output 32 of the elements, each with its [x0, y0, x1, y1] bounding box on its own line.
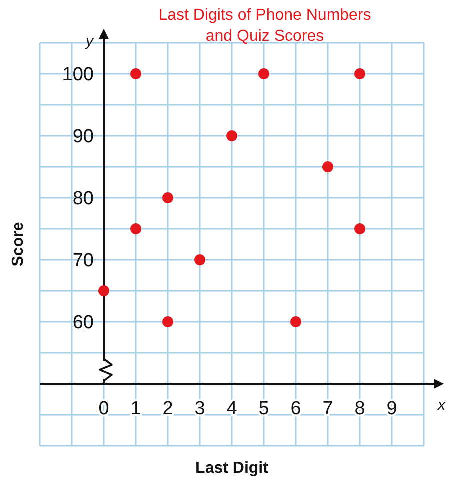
x-tick-label: 3	[194, 398, 206, 420]
chart-title: Last Digits of Phone Numbers and Quiz Scores	[158, 7, 372, 45]
x-tick-label: 6	[290, 398, 302, 420]
x-tick-label: 5	[258, 398, 270, 420]
y-tick-label: 100	[62, 64, 94, 86]
y-tick-label: 70	[72, 250, 94, 272]
point	[162, 192, 174, 204]
point	[354, 224, 366, 234]
point	[194, 254, 206, 266]
y-axis-title: Score	[10, 222, 27, 267]
y-tick-label: 80	[72, 188, 94, 210]
point	[162, 316, 174, 328]
x-tick-label: 9	[386, 398, 398, 420]
x-tick-label: 4	[226, 398, 238, 420]
text: x	[437, 397, 446, 414]
point	[226, 130, 238, 142]
point	[322, 162, 334, 172]
point	[98, 286, 110, 296]
y-tick-label: 60	[72, 312, 94, 334]
point	[290, 316, 302, 328]
point	[354, 68, 366, 80]
point	[130, 224, 142, 234]
x-axis-title: Last Digit	[196, 460, 270, 477]
annotation: y	[85, 33, 95, 50]
y-tick-label: 90	[72, 126, 94, 148]
x-tick-label: 2	[162, 398, 174, 420]
x-tick-label: 0	[98, 398, 110, 420]
x-tick-label: 8	[354, 398, 366, 420]
x-tick-label: 7	[322, 398, 334, 420]
point	[258, 68, 270, 80]
x-tick-label: 1	[130, 398, 142, 420]
point	[130, 68, 142, 80]
